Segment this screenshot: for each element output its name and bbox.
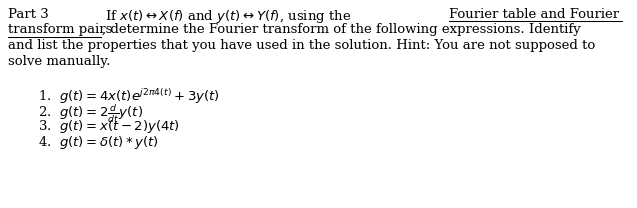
Text: solve manually.: solve manually. <box>8 54 110 68</box>
Text: , determine the Fourier transform of the following expressions. Identify: , determine the Fourier transform of the… <box>102 24 581 36</box>
Text: If $x(t) \leftrightarrow X(f)$ and $y(t) \leftrightarrow Y(f)$, using the: If $x(t) \leftrightarrow X(f)$ and $y(t)… <box>105 8 352 25</box>
Text: transform pairs: transform pairs <box>8 24 112 36</box>
Text: 4.  $g(t) = \delta(t) * y(t)$: 4. $g(t) = \delta(t) * y(t)$ <box>38 134 159 151</box>
Text: Fourier table and Fourier: Fourier table and Fourier <box>449 8 619 21</box>
Text: 1.  $g(t) = 4x(t)e^{j2\pi 4(t)} + 3y(t)$: 1. $g(t) = 4x(t)e^{j2\pi 4(t)} + 3y(t)$ <box>38 87 220 106</box>
Text: 3.  $g(t) = x(t-2)y(4t)$: 3. $g(t) = x(t-2)y(4t)$ <box>38 118 180 135</box>
Text: and list the properties that you have used in the solution. Hint: You are not su: and list the properties that you have us… <box>8 39 595 52</box>
Text: 2.  $g(t) = 2\frac{d}{dt}y(t)$: 2. $g(t) = 2\frac{d}{dt}y(t)$ <box>38 103 143 125</box>
Text: Part 3: Part 3 <box>8 8 49 21</box>
